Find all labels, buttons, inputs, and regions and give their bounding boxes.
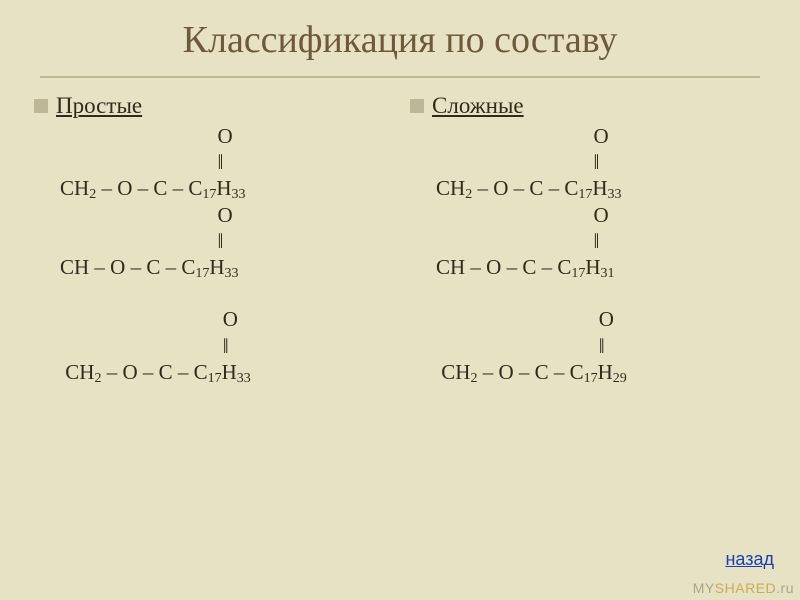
subscript: 2	[470, 371, 477, 386]
formula-block: O ǁCH2 – O – C – C17H33 O ǁCH – O – C – …	[34, 123, 390, 385]
formula-line: O	[60, 306, 390, 332]
slide: Классификация по составу Простые O ǁCH2 …	[0, 0, 800, 600]
formula-line: CH2 – O – C – C17H29	[436, 359, 766, 385]
subscript: 17	[578, 187, 592, 202]
subscript: 2	[89, 187, 96, 202]
formula-line: ǁ	[436, 149, 766, 175]
subscript: 17	[202, 187, 216, 202]
bullet-icon	[410, 99, 424, 113]
formula-line: O	[60, 202, 390, 228]
watermark: MYSHARED.ru	[693, 580, 794, 596]
formula-line	[60, 280, 390, 306]
slide-title: Классификация по составу	[0, 0, 800, 72]
formula-block: O ǁCH2 – O – C – C17H33 O ǁCH – O – C – …	[410, 123, 766, 385]
formula-line: CH2 – O – C – C17H33	[436, 175, 766, 201]
formula-line: ǁ	[436, 228, 766, 254]
heading-line: Простые	[34, 92, 390, 121]
subscript: 29	[613, 371, 627, 386]
formula-line: ǁ	[60, 149, 390, 175]
subscript: 33	[225, 266, 239, 281]
bullet-icon	[34, 99, 48, 113]
watermark-prefix: MY	[693, 580, 715, 596]
heading-line: Сложные	[410, 92, 766, 121]
subscript: 17	[584, 371, 598, 386]
subscript: 33	[237, 371, 251, 386]
column-simple: Простые O ǁCH2 – O – C – C17H33 O ǁCH – …	[24, 92, 400, 385]
subscript: 2	[94, 371, 101, 386]
watermark-suffix: .ru	[776, 580, 794, 596]
column-complex: Сложные O ǁCH2 – O – C – C17H33 O ǁCH – …	[400, 92, 776, 385]
columns: Простые O ǁCH2 – O – C – C17H33 O ǁCH – …	[0, 78, 800, 385]
column-heading: Простые	[56, 92, 142, 121]
subscript: 31	[601, 266, 615, 281]
formula-line: O	[436, 306, 766, 332]
formula-line: CH – O – C – C17H31	[436, 254, 766, 280]
formula-line: O	[60, 123, 390, 149]
subscript: 33	[232, 187, 246, 202]
formula-line: ǁ	[60, 228, 390, 254]
formula-line: O	[436, 123, 766, 149]
formula-line	[436, 280, 766, 306]
formula-line: CH – O – C – C17H33	[60, 254, 390, 280]
formula-line: O	[436, 202, 766, 228]
watermark-accent: SHARED	[715, 580, 776, 596]
formula-line: ǁ	[60, 333, 390, 359]
column-heading: Сложные	[432, 92, 524, 121]
formula-line: CH2 – O – C – C17H33	[60, 359, 390, 385]
subscript: 17	[208, 371, 222, 386]
back-link[interactable]: назад	[725, 549, 774, 570]
subscript: 17	[195, 266, 209, 281]
formula-line: CH2 – O – C – C17H33	[60, 175, 390, 201]
subscript: 33	[608, 187, 622, 202]
subscript: 17	[571, 266, 585, 281]
subscript: 2	[465, 187, 472, 202]
formula-line: ǁ	[436, 333, 766, 359]
